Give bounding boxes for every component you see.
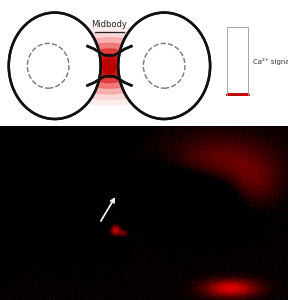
Bar — [227, 95, 248, 96]
Bar — [227, 94, 248, 95]
Bar — [227, 94, 248, 96]
Bar — [227, 94, 248, 96]
Bar — [227, 94, 248, 95]
Polygon shape — [88, 46, 131, 86]
Bar — [227, 94, 248, 95]
Bar — [227, 95, 248, 96]
Bar — [227, 94, 248, 96]
Bar — [227, 94, 248, 95]
Text: Midbody: Midbody — [92, 20, 127, 29]
Bar — [227, 94, 248, 95]
Bar — [227, 94, 248, 95]
Ellipse shape — [123, 18, 206, 113]
Bar — [227, 94, 248, 95]
Bar — [227, 94, 248, 95]
Ellipse shape — [60, 38, 159, 94]
Bar — [227, 94, 248, 95]
Ellipse shape — [38, 27, 181, 105]
Ellipse shape — [85, 49, 134, 82]
Bar — [227, 94, 248, 95]
Bar — [227, 94, 248, 95]
Bar — [227, 94, 248, 96]
Ellipse shape — [13, 18, 96, 113]
Bar — [227, 94, 248, 96]
Bar — [227, 94, 248, 95]
Bar — [227, 94, 248, 95]
Ellipse shape — [49, 32, 170, 99]
Bar — [227, 94, 248, 96]
Bar — [227, 94, 248, 95]
Bar — [227, 94, 248, 95]
Ellipse shape — [71, 44, 148, 88]
Ellipse shape — [96, 54, 123, 78]
Bar — [227, 94, 248, 96]
Bar — [227, 94, 248, 95]
Bar — [227, 94, 248, 95]
Bar — [227, 94, 248, 95]
Ellipse shape — [38, 27, 181, 105]
Ellipse shape — [49, 32, 170, 99]
Bar — [227, 94, 248, 95]
Ellipse shape — [60, 38, 159, 94]
Bar — [227, 94, 248, 96]
Ellipse shape — [123, 18, 206, 113]
Bar — [227, 94, 248, 96]
Bar — [227, 94, 248, 95]
Ellipse shape — [96, 54, 123, 78]
Bar — [227, 94, 248, 96]
Bar — [227, 27, 248, 96]
Bar — [227, 94, 248, 95]
Bar — [227, 95, 248, 96]
Bar — [227, 95, 248, 96]
Bar — [227, 94, 248, 96]
Bar — [227, 94, 248, 95]
Bar — [227, 94, 248, 95]
Ellipse shape — [102, 58, 117, 74]
Bar — [227, 94, 248, 96]
Bar — [227, 94, 248, 96]
Bar — [227, 95, 248, 96]
Bar — [227, 94, 248, 95]
Ellipse shape — [71, 44, 148, 88]
Bar — [227, 94, 248, 95]
Bar — [227, 95, 248, 96]
Bar — [227, 94, 248, 95]
Bar — [227, 94, 248, 95]
Bar — [227, 94, 248, 95]
Ellipse shape — [85, 49, 134, 82]
Bar — [227, 94, 248, 95]
Ellipse shape — [118, 13, 210, 119]
Bar — [227, 95, 248, 96]
Ellipse shape — [9, 13, 101, 119]
Bar — [227, 94, 248, 95]
Bar — [227, 95, 248, 96]
Bar — [227, 94, 248, 95]
Bar — [227, 94, 248, 95]
Bar — [227, 94, 248, 95]
Bar — [227, 94, 248, 95]
Bar — [227, 95, 248, 96]
Ellipse shape — [13, 18, 96, 113]
Text: Ca²⁺ signal: Ca²⁺ signal — [253, 58, 288, 65]
Bar — [227, 94, 248, 95]
Bar — [227, 94, 248, 96]
Bar — [227, 95, 248, 96]
Bar — [227, 94, 248, 95]
Ellipse shape — [102, 58, 117, 74]
